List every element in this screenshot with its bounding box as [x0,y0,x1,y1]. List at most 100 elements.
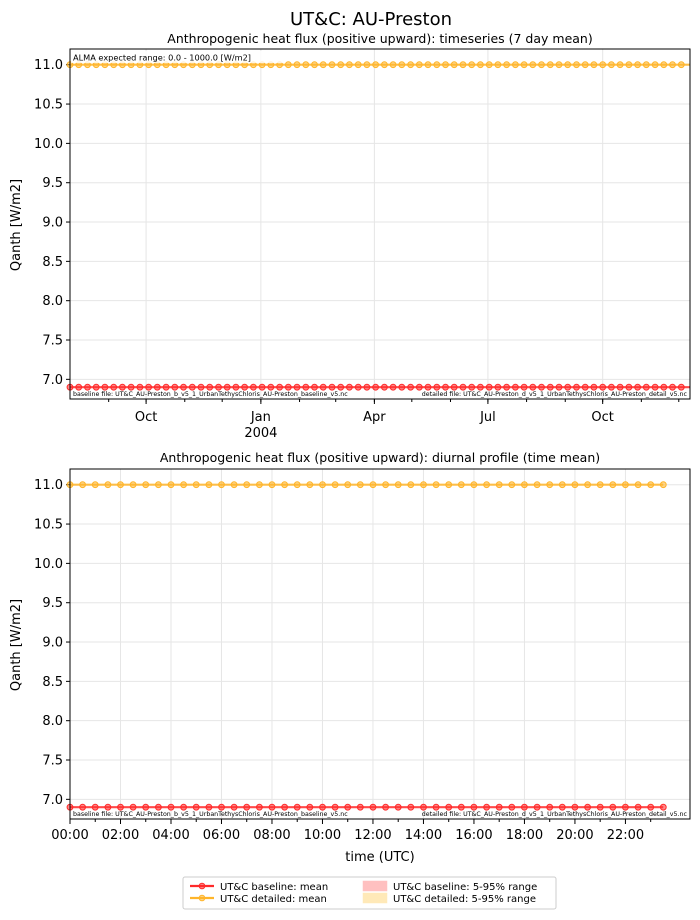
data-point [634,61,641,69]
data-point [407,383,415,391]
data-point [546,481,554,489]
data-point [129,803,137,811]
data-point [470,803,478,811]
data-point [677,383,685,391]
data-point [596,803,604,811]
data-point [450,61,458,69]
data-point [346,61,353,69]
data-point [622,803,629,811]
data-point [424,383,432,391]
data-point [372,61,380,69]
data-point [230,803,238,811]
data-point [420,481,427,489]
data-point [432,481,440,489]
data-point [677,61,685,69]
data-point [407,481,415,489]
data-point [407,803,415,811]
data-point [459,383,467,391]
data-point [328,383,336,391]
data-point [616,383,624,391]
legend-label: UT&C baseline: mean [220,882,328,893]
data-point [136,383,144,391]
data-point [293,383,301,391]
plot-frame [69,468,691,820]
detailed-file-note: detailed file: UT&C_AU-Preston_d_v5_1_Ur… [422,811,688,818]
data-point [354,61,362,69]
data-point [311,61,318,69]
timeseries-ylabel: Qanth [W/m2] [9,179,24,271]
data-point [344,481,352,489]
detailed-file-note: detailed file: UT&C_AU-Preston_d_v5_1_Ur… [422,391,688,398]
data-point [256,803,263,811]
data-point [433,383,441,391]
data-point [344,803,352,811]
data-point [546,61,554,69]
data-point [651,383,659,391]
data-point [104,803,112,811]
y-tick-label: 9.0 [42,216,63,231]
data-point [424,61,432,69]
data-point [356,481,364,489]
x-tick-label: 14:00 [405,828,442,843]
x-tick-label: Oct [591,410,613,425]
data-point [337,61,345,69]
data-point [558,481,566,489]
data-point [512,383,519,391]
data-point [162,383,170,391]
data-point [84,383,91,391]
data-point [268,803,276,811]
data-point [647,803,655,811]
data-point [483,803,491,811]
data-point [660,383,668,391]
data-point [215,383,222,391]
data-point [538,383,545,391]
data-point [180,383,187,391]
data-point [407,61,415,69]
data-point [442,383,449,391]
data-point [571,481,579,489]
data-point [581,383,589,391]
data-point [218,803,225,811]
data-point [129,481,137,489]
data-point [622,481,629,489]
data-point [110,383,118,391]
y-tick-label: 7.0 [42,793,63,808]
x-tick-label: 04:00 [152,828,189,843]
data-point [521,803,528,811]
data-point [79,803,86,811]
data-point [634,481,642,489]
data-point [281,481,289,489]
data-point [546,803,554,811]
data-point [634,803,642,811]
diurnal-panel: Anthropogenic heat flux (positive upward… [9,450,691,865]
data-point [520,383,528,391]
legend-marker-swatch [198,894,206,902]
data-point [596,481,604,489]
data-point [609,481,617,489]
data-point [319,61,327,69]
diurnal-xlabel: time (UTC) [345,850,414,865]
data-point [256,481,263,489]
y-tick-label: 8.5 [42,255,63,270]
data-point [477,61,484,69]
data-point [319,383,327,391]
data-point [485,383,493,391]
y-tick-label: 8.0 [42,714,63,729]
x-tick-label: Jul [479,410,496,425]
data-point [293,61,301,69]
data-point [363,61,371,69]
data-point [609,803,617,811]
data-point [381,383,388,391]
data-point [328,61,336,69]
data-point [302,61,310,69]
legend-band-swatch [362,880,388,892]
range-annotation: ALMA expected range: 0.0 - 1000.0 [W/m2] [73,53,251,63]
data-point [192,803,200,811]
legend-marker-swatch [198,882,206,890]
data-point [218,481,225,489]
data-point [206,383,214,391]
data-point [284,383,292,391]
data-point [356,803,364,811]
data-point [267,383,275,391]
data-point [155,481,162,489]
